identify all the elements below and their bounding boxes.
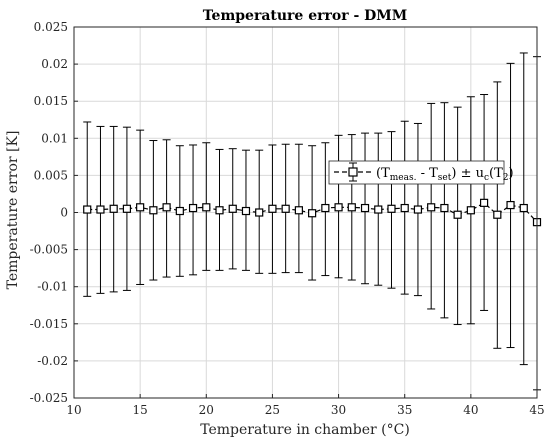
data-series: [83, 52, 542, 391]
data-point: [281, 204, 290, 213]
data-point: [493, 210, 502, 219]
y-tick-label: 0.015: [34, 94, 68, 108]
data-point: [374, 205, 383, 214]
legend-sub: set: [438, 173, 452, 183]
data-point: [427, 203, 436, 212]
data-point: [479, 198, 489, 207]
legend-part: (T: [489, 166, 503, 181]
y-tick-label: 0.005: [34, 168, 68, 182]
data-point: [466, 206, 475, 215]
x-tick-label: 40: [463, 403, 478, 417]
x-tick-label: 45: [529, 403, 544, 417]
y-tick-label: -0.015: [30, 317, 68, 331]
y-tick-label: 0.025: [34, 20, 68, 34]
data-point: [413, 205, 423, 214]
data-point: [162, 203, 171, 212]
legend-label: (Tmeas. - Tset) ± uc(T2): [376, 166, 514, 183]
y-tick-label: 0: [60, 206, 68, 220]
legend: (Tmeas. - Tset) ± uc(T2): [328, 160, 514, 185]
x-tick-label: 20: [199, 403, 214, 417]
data-point: [519, 203, 528, 213]
data-point: [308, 209, 317, 218]
legend-part: - T: [416, 166, 438, 181]
data-point: [136, 203, 145, 212]
data-point: [506, 200, 515, 210]
x-tick-label: 35: [397, 403, 412, 417]
data-point: [109, 204, 118, 213]
ticks: 10 15 20 25 30 35 40 45-0.025-0.02-0.015-0.01-0…: [30, 20, 545, 417]
x-tick-label: 15: [133, 403, 148, 417]
data-point: [228, 204, 237, 213]
y-axis-label: Temperature error [K]: [5, 131, 21, 290]
legend-sub: meas.: [390, 173, 417, 183]
data-point: [188, 203, 198, 213]
data-point: [294, 206, 303, 215]
x-tick-label: 30: [331, 403, 346, 417]
data-point: [334, 203, 343, 212]
legend-sub: c: [484, 173, 489, 183]
data-point: [321, 203, 330, 213]
x-tick-label: 25: [265, 403, 280, 417]
data-point: [215, 206, 224, 215]
x-tick-label: 10: [66, 403, 81, 417]
data-point: [122, 204, 132, 213]
y-tick-label: -0.025: [30, 391, 68, 405]
x-axis-label: Temperature in chamber (°C): [200, 422, 410, 438]
data-point: [241, 206, 251, 216]
y-tick-label: -0.005: [30, 243, 68, 257]
legend-box: [328, 160, 505, 185]
data-point: [202, 203, 211, 212]
legend-sub: 2: [503, 173, 509, 183]
y-tick-label: 0.02: [41, 57, 68, 71]
data-point: [400, 203, 409, 213]
data-point: [453, 210, 462, 219]
y-tick-label: 0.01: [41, 131, 68, 145]
legend-part: (T: [376, 166, 390, 181]
data-point: [268, 204, 277, 213]
data-point: [360, 203, 370, 213]
data-point: [83, 205, 92, 214]
data-point: [440, 203, 449, 213]
data-point: [387, 204, 396, 213]
data-point: [255, 208, 264, 217]
data-point: [347, 203, 356, 212]
data-point: [149, 206, 158, 215]
legend-part: ) ± u: [451, 166, 484, 181]
legend-marker: [348, 167, 358, 177]
legend-part: ): [509, 166, 514, 181]
y-tick-label: -0.02: [37, 354, 68, 368]
data-point: [96, 205, 105, 214]
y-tick-label: -0.01: [37, 280, 68, 294]
data-point: [175, 206, 184, 216]
chart-title: Temperature error - DMM: [203, 8, 408, 24]
